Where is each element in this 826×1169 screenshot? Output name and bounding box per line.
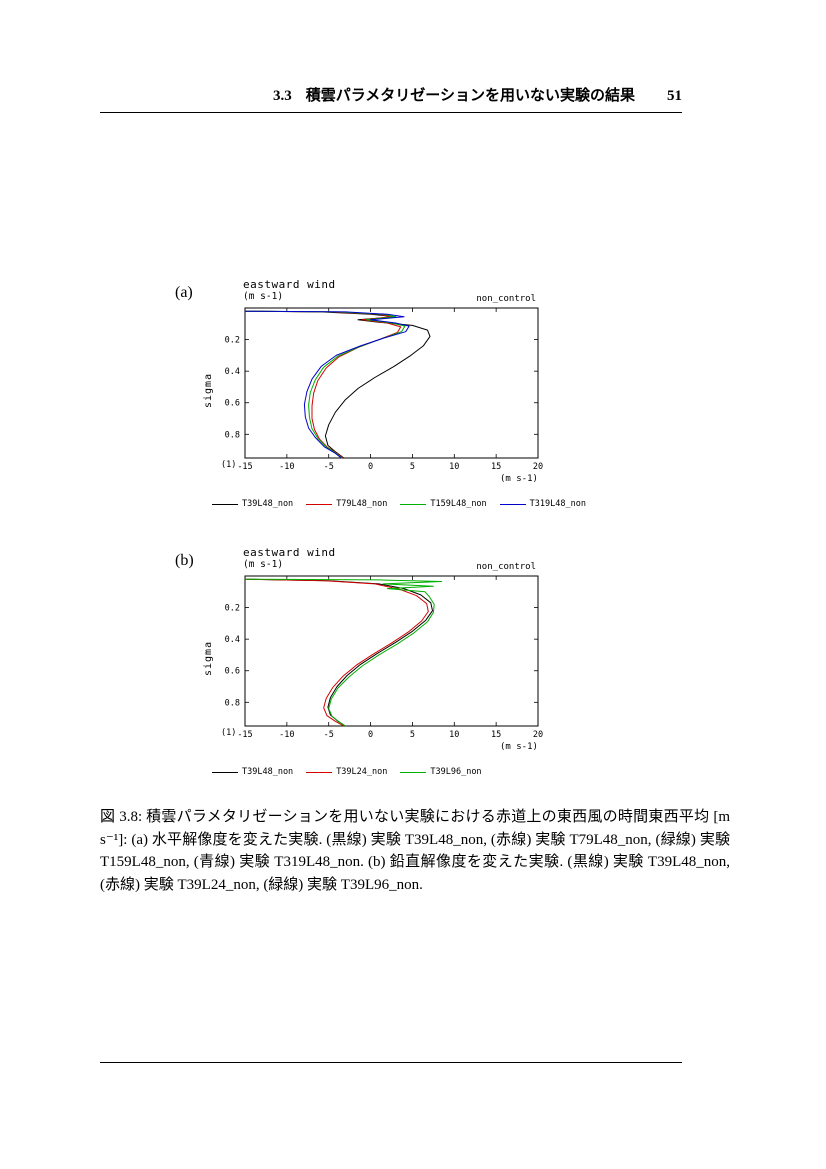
legend-line-swatch xyxy=(212,503,238,505)
chart-legend-b: T39L48_non T39L24_non T39L96_non xyxy=(212,767,482,777)
svg-text:-10: -10 xyxy=(279,730,294,740)
legend-line-swatch xyxy=(400,503,427,505)
legend-label: T39L24_non xyxy=(336,767,388,777)
legend-item: T39L96_non xyxy=(400,767,482,777)
legend-item: T319L48_non xyxy=(499,499,586,509)
chart-run-label: non_control xyxy=(476,562,536,572)
section-number: 3.3 xyxy=(272,88,292,104)
svg-text:-5: -5 xyxy=(324,462,334,472)
svg-text:-15: -15 xyxy=(237,730,252,740)
svg-text:0.4: 0.4 xyxy=(225,367,240,377)
page-number: 51 xyxy=(667,88,682,104)
figure-caption: 図 3.8: 積雲パラメタリゼーションを用いない実験における赤道上の東西風の時間… xyxy=(100,809,730,893)
svg-text:0: 0 xyxy=(368,462,373,472)
chart-units-label: (m s-1) xyxy=(243,291,284,302)
x-axis-label: (m s-1) xyxy=(500,742,538,752)
legend-item: T159L48_non xyxy=(400,499,487,509)
legend-label: T159L48_non xyxy=(430,499,487,509)
svg-text:10: 10 xyxy=(449,462,459,472)
panel-label-b: (b) xyxy=(175,552,194,569)
plot-area-a: -15 -10 -5 0 5 10 15 20 0.2 0.4 0.6 0.8 xyxy=(225,307,543,472)
axis-scale-label: (1) xyxy=(221,460,237,470)
svg-text:0.8: 0.8 xyxy=(225,430,240,440)
svg-text:0: 0 xyxy=(368,730,373,740)
svg-text:0.6: 0.6 xyxy=(225,399,240,409)
legend-label: T39L48_non xyxy=(242,499,294,509)
svg-text:-5: -5 xyxy=(324,730,334,740)
chart-legend-a: T39L48_non T79L48_non T159L48_non T319L48_n… xyxy=(212,499,586,509)
svg-text:20: 20 xyxy=(533,462,543,472)
legend-item: T39L24_non xyxy=(306,767,387,777)
svg-text:-10: -10 xyxy=(279,462,294,472)
svg-text:-15: -15 xyxy=(237,462,252,472)
axis-scale-label: (1) xyxy=(221,728,237,738)
legend-label: T39L48_non xyxy=(242,767,294,777)
svg-text:5: 5 xyxy=(410,730,415,740)
x-axis-label: (m s-1) xyxy=(500,474,538,484)
legend-line-swatch xyxy=(400,771,427,773)
chart-run-label: non_control xyxy=(476,294,536,304)
svg-text:15: 15 xyxy=(491,462,501,472)
legend-line-swatch xyxy=(306,503,333,505)
chart-title: eastward wind xyxy=(243,278,336,291)
page-header: 3.3 積雲パラメタリゼーションを用いない実験の結果 51 xyxy=(100,84,682,113)
y-axis-label: sigma xyxy=(203,372,214,408)
section-title: 積雲パラメタリゼーションを用いない実験の結果 xyxy=(305,88,635,104)
footer-rule xyxy=(100,1062,682,1063)
plot-area-b: -15 -10 -5 0 5 10 15 20 0.2 0.4 0.6 0.8 xyxy=(225,575,543,740)
figure-panel-b: (b) eastward wind (m s-1) non_control si… xyxy=(0,546,826,796)
panel-label-a: (a) xyxy=(175,284,193,301)
legend-item: T39L48_non xyxy=(212,767,293,777)
svg-text:10: 10 xyxy=(449,730,459,740)
svg-text:0.8: 0.8 xyxy=(225,698,240,708)
svg-text:0.2: 0.2 xyxy=(225,336,240,346)
legend-label: T39L96_non xyxy=(430,767,482,777)
legend-item: T79L48_non xyxy=(306,499,387,509)
legend-line-swatch xyxy=(306,771,333,773)
svg-text:20: 20 xyxy=(533,730,543,740)
svg-text:0.4: 0.4 xyxy=(225,635,240,645)
svg-text:0.6: 0.6 xyxy=(225,667,240,677)
legend-line-swatch xyxy=(212,771,238,773)
svg-text:15: 15 xyxy=(491,730,501,740)
legend-label: T319L48_non xyxy=(529,499,586,509)
figure-panel-a: (a) eastward wind (m s-1) non_control si… xyxy=(0,278,826,528)
legend-label: T79L48_non xyxy=(336,499,388,509)
chart-units-label: (m s-1) xyxy=(243,559,284,570)
svg-text:5: 5 xyxy=(410,462,415,472)
legend-item: T39L48_non xyxy=(212,499,293,509)
svg-text:0.2: 0.2 xyxy=(225,604,240,614)
legend-line-swatch xyxy=(499,503,526,505)
y-axis-label: sigma xyxy=(203,640,214,676)
chart-title: eastward wind xyxy=(243,546,336,559)
